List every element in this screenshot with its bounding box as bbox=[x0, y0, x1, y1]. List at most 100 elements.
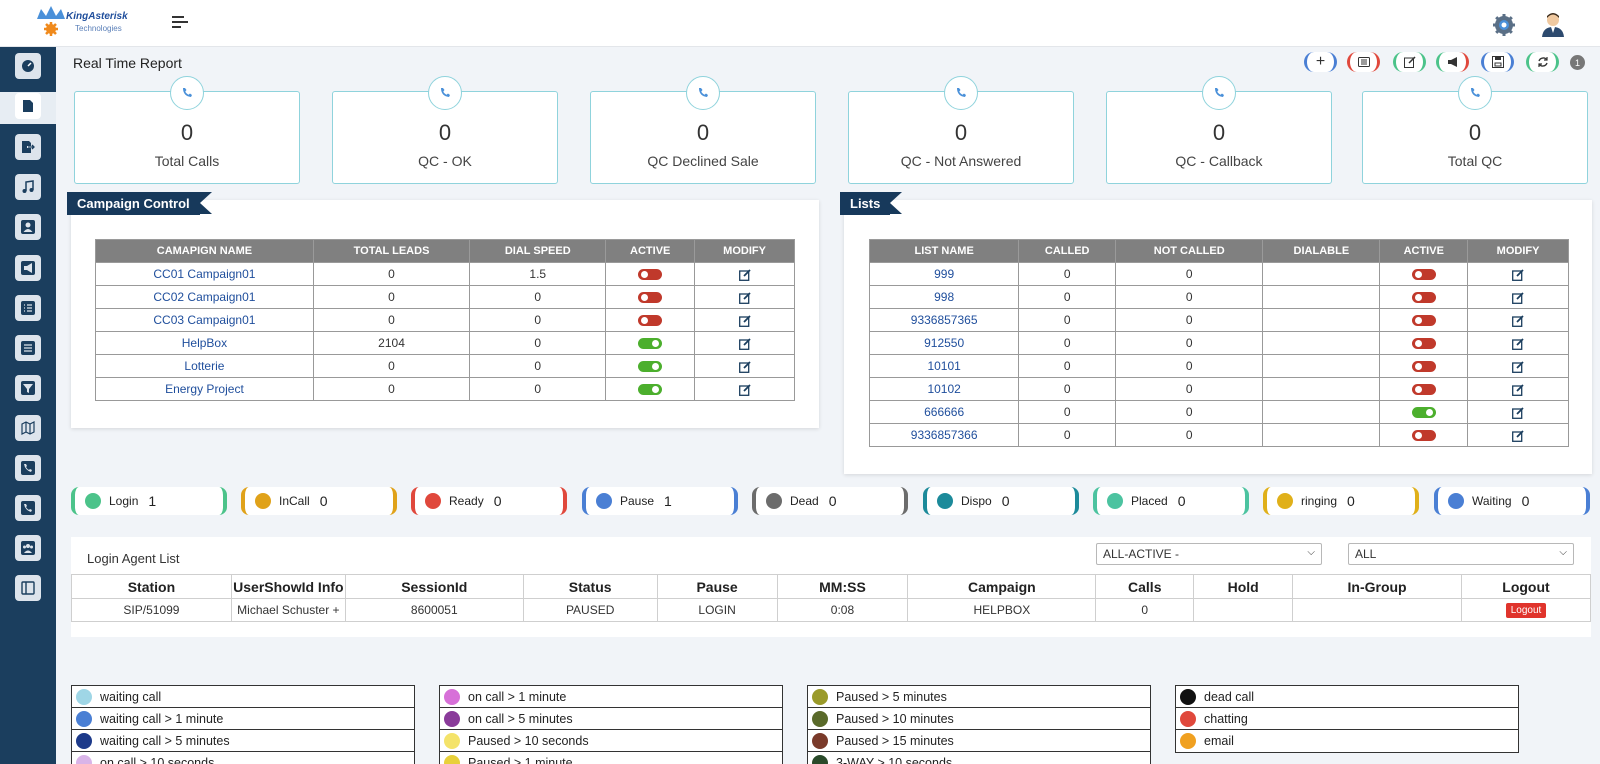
save-button[interactable] bbox=[1481, 52, 1514, 72]
edit-icon[interactable] bbox=[1512, 315, 1524, 327]
status-pill-dispo[interactable]: Dispo 0 bbox=[923, 487, 1079, 515]
active-toggle[interactable] bbox=[1411, 407, 1436, 419]
status-pill-waiting[interactable]: Waiting 0 bbox=[1434, 487, 1590, 515]
active-toggle[interactable] bbox=[1411, 338, 1436, 350]
status-count: 0 bbox=[319, 493, 328, 509]
modify-cell bbox=[1467, 354, 1569, 378]
announce-button[interactable] bbox=[1436, 52, 1469, 72]
total-leads-cell: 0 bbox=[312, 308, 471, 332]
phone-icon bbox=[686, 76, 720, 110]
edit-icon[interactable] bbox=[1512, 430, 1524, 442]
menu-toggle-icon[interactable] bbox=[172, 16, 188, 30]
active-toggle[interactable] bbox=[1411, 269, 1436, 281]
status-pill-ready[interactable]: Ready 0 bbox=[411, 487, 567, 515]
status-pill-incall[interactable]: InCall 0 bbox=[241, 487, 397, 515]
active-toggle[interactable] bbox=[1411, 384, 1436, 396]
active-toggle[interactable] bbox=[638, 361, 663, 373]
sidebar-item-campaigns[interactable] bbox=[15, 255, 41, 281]
logout-button[interactable]: Logout bbox=[1505, 603, 1547, 618]
status-pill-ringing[interactable]: ringing 0 bbox=[1263, 487, 1419, 515]
active-toggle[interactable] bbox=[1411, 315, 1436, 327]
active-toggle[interactable] bbox=[1411, 361, 1436, 373]
sidebar-item-export[interactable] bbox=[15, 134, 41, 160]
status-pill-login[interactable]: Login 1 bbox=[71, 487, 227, 515]
incall-icon bbox=[255, 493, 271, 509]
stat-card: 0 QC - OK bbox=[332, 76, 558, 184]
status-cell: PAUSED bbox=[522, 598, 658, 622]
list-name-link[interactable]: 9336857366 bbox=[868, 423, 1020, 447]
active-toggle[interactable] bbox=[638, 292, 663, 304]
edit-icon[interactable] bbox=[1512, 269, 1524, 281]
logout-cell: Logout bbox=[1461, 598, 1591, 622]
edit-icon[interactable] bbox=[738, 292, 751, 304]
edit-icon[interactable] bbox=[738, 269, 751, 281]
list-name-link[interactable]: 10101 bbox=[868, 354, 1020, 378]
user-cell[interactable]: Michael Schuster + bbox=[230, 598, 346, 622]
sidebar-item-reports[interactable] bbox=[15, 93, 41, 119]
sidebar-item-panel[interactable] bbox=[15, 575, 41, 601]
stat-label: QC - Not Answered bbox=[900, 153, 1022, 169]
sidebar bbox=[0, 47, 56, 764]
settings-gear-icon[interactable] bbox=[1492, 13, 1516, 37]
active-toggle[interactable] bbox=[1411, 430, 1436, 442]
edit-icon[interactable] bbox=[1512, 292, 1524, 304]
user-avatar-icon[interactable] bbox=[1540, 11, 1566, 37]
modify-cell bbox=[1467, 308, 1569, 332]
status-pill-dead[interactable]: Dead 0 bbox=[752, 487, 908, 515]
stat-label: QC - Callback bbox=[1175, 153, 1263, 169]
sidebar-item-map[interactable] bbox=[15, 415, 41, 441]
sidebar-item-menu[interactable] bbox=[15, 335, 41, 361]
list-name-link[interactable]: 10102 bbox=[868, 377, 1020, 401]
kingasterisk-logo[interactable]: KingAsterisk Technologies bbox=[33, 3, 133, 41]
active-toggle[interactable] bbox=[1411, 292, 1436, 304]
campaign-name-link[interactable]: Lotterie bbox=[95, 354, 314, 378]
edit-icon[interactable] bbox=[738, 315, 751, 327]
sidebar-item-music[interactable] bbox=[15, 174, 41, 200]
edit-icon[interactable] bbox=[738, 338, 751, 350]
active-toggle[interactable] bbox=[638, 269, 663, 281]
status-pill-placed[interactable]: Placed 0 bbox=[1093, 487, 1249, 515]
edit-button[interactable] bbox=[1393, 52, 1426, 72]
list-name-link[interactable]: 666666 bbox=[868, 400, 1020, 424]
active-toggle[interactable] bbox=[638, 315, 663, 327]
sidebar-item-lists[interactable] bbox=[15, 295, 41, 321]
refresh-button[interactable] bbox=[1526, 52, 1559, 72]
campaign-name-link[interactable]: CC01 Campaign01 bbox=[95, 262, 314, 286]
edit-icon bbox=[1403, 56, 1416, 68]
sidebar-item-users[interactable] bbox=[15, 214, 41, 240]
active-cell bbox=[1379, 354, 1469, 378]
campaign-name-link[interactable]: HelpBox bbox=[95, 331, 314, 355]
sidebar-item-call-monitor[interactable] bbox=[15, 455, 41, 481]
list-name-link[interactable]: 9336857365 bbox=[868, 308, 1020, 332]
add-button[interactable]: + bbox=[1304, 52, 1337, 72]
not-called-cell: 0 bbox=[1115, 377, 1264, 401]
active-toggle[interactable] bbox=[638, 384, 663, 396]
report-button[interactable] bbox=[1347, 52, 1380, 72]
legend-label: 3-WAY > 10 seconds bbox=[836, 756, 953, 764]
campaign-filter-value: ALL bbox=[1355, 547, 1377, 561]
legend-swatch-icon bbox=[812, 688, 828, 705]
edit-icon[interactable] bbox=[1512, 361, 1524, 373]
phone-volume-icon bbox=[21, 461, 35, 475]
save-icon bbox=[1491, 56, 1504, 68]
edit-icon[interactable] bbox=[1512, 407, 1524, 419]
campaign-filter-select[interactable]: ALL ⌵ bbox=[1348, 543, 1574, 565]
list-name-link[interactable]: 998 bbox=[868, 285, 1020, 309]
campaign-name-link[interactable]: CC02 Campaign01 bbox=[95, 285, 314, 309]
map-icon bbox=[21, 421, 35, 435]
list-name-link[interactable]: 999 bbox=[868, 262, 1020, 286]
sidebar-item-filters[interactable] bbox=[15, 375, 41, 401]
active-toggle[interactable] bbox=[638, 338, 663, 350]
campaign-name-link[interactable]: CC03 Campaign01 bbox=[95, 308, 314, 332]
status-filter-select[interactable]: ALL-ACTIVE - ⌵ bbox=[1096, 543, 1322, 565]
edit-icon[interactable] bbox=[1512, 384, 1524, 396]
list-name-link[interactable]: 912550 bbox=[868, 331, 1020, 355]
campaign-name-link[interactable]: Energy Project bbox=[95, 377, 314, 401]
edit-icon[interactable] bbox=[738, 384, 751, 396]
sidebar-item-dashboard[interactable] bbox=[15, 53, 41, 79]
edit-icon[interactable] bbox=[1512, 338, 1524, 350]
edit-icon[interactable] bbox=[738, 361, 751, 373]
status-pill-pause[interactable]: Pause 1 bbox=[582, 487, 738, 515]
sidebar-item-agents[interactable] bbox=[15, 535, 41, 561]
sidebar-item-phone[interactable] bbox=[15, 495, 41, 521]
